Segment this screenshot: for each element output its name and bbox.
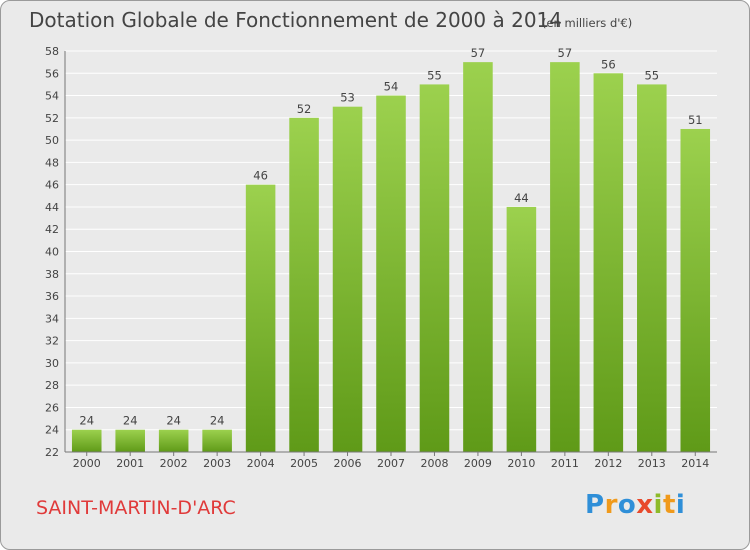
data-labels: 24 24 24 24 46 52 53 54 55 57 44 57 56 55 51	[79, 46, 702, 428]
y-tick-label: 46	[45, 179, 59, 192]
data-label: 54	[384, 80, 399, 94]
y-tick-label: 50	[45, 134, 59, 147]
bar-2001	[115, 429, 145, 452]
y-tick-label: 54	[45, 90, 59, 103]
y-tick-label: 48	[45, 156, 59, 169]
y-tick-label: 28	[45, 379, 59, 392]
x-tick-label: 2006	[334, 457, 362, 470]
bar-2006	[332, 106, 363, 452]
x-tick-label: 2012	[594, 457, 622, 470]
y-tick-label: 44	[45, 201, 59, 214]
data-label: 51	[688, 113, 703, 127]
bar-2010	[506, 206, 537, 452]
chart-title: Dotation Globale de Fonctionnement de 20…	[29, 8, 562, 32]
bar-2008	[419, 84, 450, 453]
bar-2012	[593, 73, 624, 453]
x-tick-label: 2008	[420, 457, 448, 470]
bar-2009	[463, 62, 493, 453]
bar-2005	[289, 117, 319, 452]
bar-2011	[550, 62, 580, 453]
proxiti-logo[interactable]: Proxiti	[585, 490, 686, 520]
data-label: 55	[644, 68, 659, 82]
bar-2007	[376, 95, 406, 453]
commune-name: SAINT-MARTIN-D'ARC	[36, 497, 236, 519]
y-tick-label: 40	[45, 246, 59, 259]
x-tick-label: 2011	[551, 457, 579, 470]
x-tick-label: 2003	[203, 457, 231, 470]
x-tick-label: 2007	[377, 457, 405, 470]
y-tick-label: 32	[45, 335, 59, 348]
data-label: 24	[210, 414, 225, 428]
x-tick-label: 2013	[638, 457, 666, 470]
data-label: 57	[558, 46, 573, 60]
y-tick-label: 30	[45, 357, 59, 370]
y-tick-label: 34	[45, 312, 59, 325]
y-tick-label: 56	[45, 67, 59, 80]
y-axis: 22 24 26 28 30 32 34 36 38 40 42 44 46 48 50 52 54 56 58	[45, 45, 66, 459]
bars	[71, 62, 711, 453]
bar-2003	[202, 429, 232, 452]
x-tick-label: 2004	[247, 457, 275, 470]
x-tick-label: 2000	[73, 457, 101, 470]
x-axis: 2000 2001 2002 2003 2004 2005 2006 2007 2008 2009…	[65, 451, 717, 470]
y-tick-label: 52	[45, 112, 59, 125]
x-tick-label: 2014	[681, 457, 709, 470]
y-tick-label: 58	[45, 45, 59, 58]
chart-subtitle: (en milliers d'€)	[542, 16, 633, 30]
data-label: 24	[166, 414, 181, 428]
y-tick-label: 42	[45, 223, 59, 236]
data-label: 53	[340, 91, 355, 105]
x-tick-label: 2009	[464, 457, 492, 470]
data-label: 24	[123, 414, 138, 428]
data-label: 46	[253, 169, 268, 183]
data-label: 55	[427, 68, 442, 82]
bar-2004	[245, 184, 276, 452]
x-tick-label: 2010	[507, 457, 535, 470]
y-tick-label: 36	[45, 290, 59, 303]
bar-2000	[71, 429, 102, 452]
data-label: 57	[471, 46, 486, 60]
data-label: 52	[297, 102, 312, 116]
data-label: 44	[514, 191, 529, 205]
y-tick-label: 24	[45, 424, 59, 437]
y-tick-label: 38	[45, 268, 59, 281]
data-label: 24	[79, 414, 94, 428]
x-tick-label: 2001	[116, 457, 144, 470]
bar-2013	[637, 84, 667, 453]
x-tick-label: 2005	[290, 457, 318, 470]
y-tick-label: 26	[45, 401, 59, 414]
bar-2002	[158, 429, 189, 452]
x-tick-label: 2002	[160, 457, 188, 470]
data-label: 56	[601, 57, 616, 71]
bar-2014	[680, 128, 711, 452]
y-tick-label: 22	[45, 446, 59, 459]
